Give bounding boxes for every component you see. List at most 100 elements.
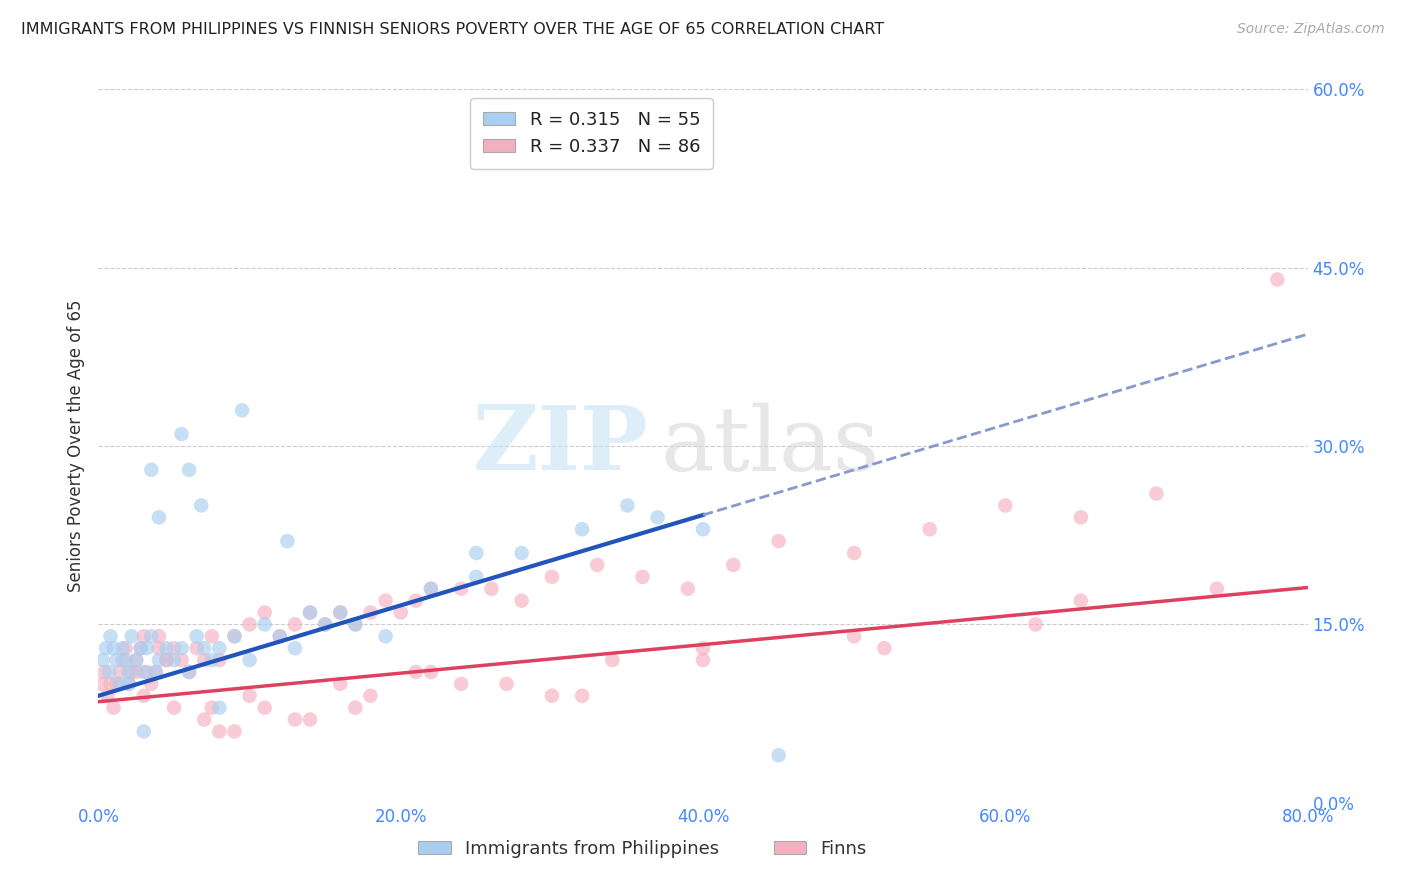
Point — [344, 617, 367, 632]
Point — [141, 463, 163, 477]
Point — [105, 677, 128, 691]
Point — [239, 617, 262, 632]
Point — [616, 499, 638, 513]
Point — [495, 677, 517, 691]
Point — [201, 653, 224, 667]
Point — [155, 653, 177, 667]
Point — [253, 617, 276, 632]
Point — [420, 582, 443, 596]
Point — [125, 653, 148, 667]
Point — [647, 510, 669, 524]
Point — [1206, 582, 1229, 596]
Point — [239, 653, 262, 667]
Point — [239, 689, 262, 703]
Point — [284, 641, 307, 656]
Point — [374, 593, 396, 607]
Point — [108, 677, 131, 691]
Point — [676, 582, 699, 596]
Point — [90, 677, 112, 691]
Point — [208, 700, 231, 714]
Point — [132, 724, 155, 739]
Point — [145, 665, 167, 679]
Point — [201, 700, 224, 714]
Point — [132, 629, 155, 643]
Point — [193, 653, 215, 667]
Point — [844, 629, 866, 643]
Point — [571, 689, 593, 703]
Point — [186, 629, 208, 643]
Point — [329, 606, 352, 620]
Point — [111, 641, 134, 656]
Point — [163, 641, 186, 656]
Point — [100, 677, 122, 691]
Point — [91, 653, 114, 667]
Point — [103, 700, 125, 714]
Point — [155, 641, 177, 656]
Point — [541, 570, 564, 584]
Point — [94, 641, 117, 656]
Point — [1146, 486, 1168, 500]
Point — [125, 665, 148, 679]
Point — [103, 641, 125, 656]
Point — [299, 606, 322, 620]
Point — [360, 689, 382, 703]
Point — [148, 653, 170, 667]
Point — [121, 665, 143, 679]
Point — [692, 522, 714, 536]
Point — [299, 713, 322, 727]
Point — [193, 641, 215, 656]
Point — [114, 641, 136, 656]
Point — [360, 606, 382, 620]
Text: Source: ZipAtlas.com: Source: ZipAtlas.com — [1237, 22, 1385, 37]
Point — [420, 582, 443, 596]
Point — [155, 653, 177, 667]
Text: IMMIGRANTS FROM PHILIPPINES VS FINNISH SENIORS POVERTY OVER THE AGE OF 65 CORREL: IMMIGRANTS FROM PHILIPPINES VS FINNISH S… — [21, 22, 884, 37]
Point — [148, 629, 170, 643]
Point — [541, 689, 564, 703]
Point — [1024, 617, 1046, 632]
Point — [208, 724, 231, 739]
Point — [692, 641, 714, 656]
Point — [170, 427, 193, 442]
Point — [208, 641, 231, 656]
Point — [163, 653, 186, 667]
Point — [374, 629, 396, 643]
Point — [253, 700, 276, 714]
Point — [132, 689, 155, 703]
Point — [269, 629, 291, 643]
Point — [450, 582, 472, 596]
Point — [186, 641, 208, 656]
Point — [141, 629, 163, 643]
Point — [121, 629, 143, 643]
Point — [201, 629, 224, 643]
Point — [994, 499, 1017, 513]
Point — [145, 665, 167, 679]
Point — [918, 522, 941, 536]
Point — [100, 629, 122, 643]
Point — [344, 700, 367, 714]
Point — [284, 713, 307, 727]
Point — [141, 677, 163, 691]
Point — [114, 653, 136, 667]
Point — [1070, 593, 1092, 607]
Point — [118, 665, 141, 679]
Point — [631, 570, 654, 584]
Point — [329, 677, 352, 691]
Point — [224, 724, 246, 739]
Point — [253, 606, 276, 620]
Point — [276, 534, 298, 549]
Point — [190, 499, 212, 513]
Y-axis label: Seniors Poverty Over the Age of 65: Seniors Poverty Over the Age of 65 — [66, 300, 84, 592]
Point — [208, 653, 231, 667]
Point — [844, 546, 866, 560]
Point — [284, 617, 307, 632]
Point — [170, 653, 193, 667]
Point — [314, 617, 336, 632]
Point — [231, 403, 253, 417]
Point — [170, 641, 193, 656]
Point — [269, 629, 291, 643]
Point — [96, 689, 118, 703]
Point — [224, 629, 246, 643]
Point — [692, 653, 714, 667]
Point — [129, 641, 152, 656]
